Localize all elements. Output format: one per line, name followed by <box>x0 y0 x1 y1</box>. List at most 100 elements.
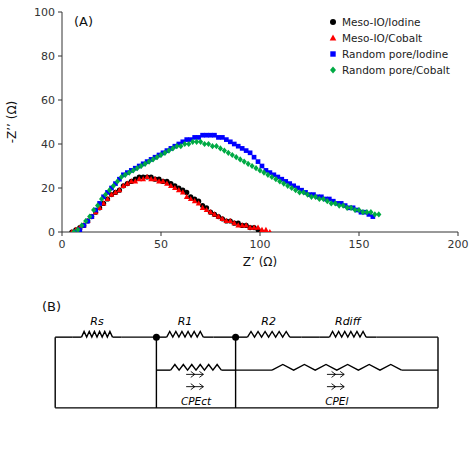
panel-b: (B)RsR1R2RdiffCPEctCPEl <box>42 299 438 407</box>
point <box>267 229 273 232</box>
cpe-arrow <box>186 386 195 387</box>
point <box>376 211 381 217</box>
wire <box>402 369 438 370</box>
point <box>255 224 261 229</box>
wire <box>235 337 236 408</box>
point <box>192 198 198 203</box>
x-tick <box>260 232 261 236</box>
wire <box>221 369 235 370</box>
x-tick-label: 0 <box>59 238 66 251</box>
legend-marker <box>330 19 336 25</box>
point <box>208 209 214 214</box>
cpe-arrow <box>186 374 195 375</box>
point <box>212 212 217 217</box>
resistor <box>272 364 402 370</box>
wire <box>55 407 438 408</box>
series <box>74 133 376 232</box>
legend-marker <box>330 34 337 40</box>
y-tick-label: 80 <box>41 50 55 63</box>
point <box>204 207 210 212</box>
cpe-arrow <box>327 374 336 375</box>
point <box>79 222 84 228</box>
point <box>176 187 182 192</box>
point <box>252 155 257 160</box>
component-label: Rs <box>90 315 104 328</box>
x-tick <box>359 232 360 236</box>
point <box>172 185 178 190</box>
wire <box>203 336 213 337</box>
figure: 050100150200020406080100Z’ (Ω)-Z’’ (Ω)(A… <box>0 0 471 463</box>
point <box>184 194 190 199</box>
wire <box>55 337 56 408</box>
wire <box>376 336 438 337</box>
y-tick-label: 100 <box>34 6 55 19</box>
point <box>99 196 104 202</box>
point <box>227 218 233 223</box>
node <box>232 334 239 341</box>
resistor <box>171 364 222 370</box>
resistor <box>167 331 204 337</box>
wire <box>156 337 157 408</box>
cpe-arrow-head <box>199 371 203 377</box>
legend-label: Random pore/Iodine <box>342 48 448 60</box>
point <box>243 222 249 227</box>
panel-title: (B) <box>42 299 61 314</box>
legend: Meso-IO/Iodine Meso-IO/Cobalt Random pore/… <box>330 16 450 76</box>
cpe-arrow-head <box>340 384 344 390</box>
y-tick-label: 0 <box>48 226 55 239</box>
point <box>160 178 166 183</box>
point <box>95 202 100 208</box>
point <box>115 178 120 184</box>
x-axis-label: Z’ (Ω) <box>243 255 277 269</box>
panel-title: (A) <box>74 14 93 29</box>
legend-label: Meso-IO/Cobalt <box>342 32 422 44</box>
component-label: CPEl <box>325 395 348 407</box>
y-tick <box>58 188 62 189</box>
y-tick <box>58 56 62 57</box>
y-tick <box>58 100 62 101</box>
y-tick <box>58 12 62 13</box>
wire <box>319 336 329 337</box>
points <box>69 133 381 232</box>
point <box>75 227 80 232</box>
legend-label: Meso-IO/Iodine <box>342 16 421 28</box>
wire <box>366 336 376 337</box>
point <box>248 150 253 155</box>
resistor <box>329 331 366 337</box>
wire <box>236 369 272 370</box>
y-tick <box>58 232 62 233</box>
point <box>256 159 261 164</box>
x-tick <box>161 232 162 236</box>
series <box>71 139 381 232</box>
cpe-arrow-head <box>340 371 344 377</box>
point <box>117 188 122 193</box>
point <box>188 196 194 201</box>
wire <box>55 336 73 337</box>
wire <box>290 336 302 337</box>
y-tick <box>58 144 62 145</box>
component-label: Rdiff <box>335 315 362 328</box>
series <box>69 174 273 232</box>
wire <box>437 337 438 408</box>
wire <box>121 336 156 337</box>
component-label: R2 <box>261 315 276 328</box>
legend-label: Random pore/Cobalt <box>342 64 450 76</box>
cpe-arrow <box>334 386 344 387</box>
wire <box>73 336 82 337</box>
point <box>196 200 202 205</box>
cpe-arrow <box>334 374 344 375</box>
x-tick <box>458 232 459 236</box>
series <box>69 174 264 232</box>
cpe-arrow-head <box>199 384 203 390</box>
wire <box>302 336 320 337</box>
point <box>111 183 116 189</box>
point <box>107 187 112 193</box>
point <box>91 207 96 213</box>
point <box>263 227 269 232</box>
legend-marker <box>330 66 336 73</box>
resistor <box>247 331 289 337</box>
point <box>83 218 88 224</box>
wire <box>112 336 121 337</box>
point <box>200 205 206 210</box>
point <box>228 218 233 223</box>
